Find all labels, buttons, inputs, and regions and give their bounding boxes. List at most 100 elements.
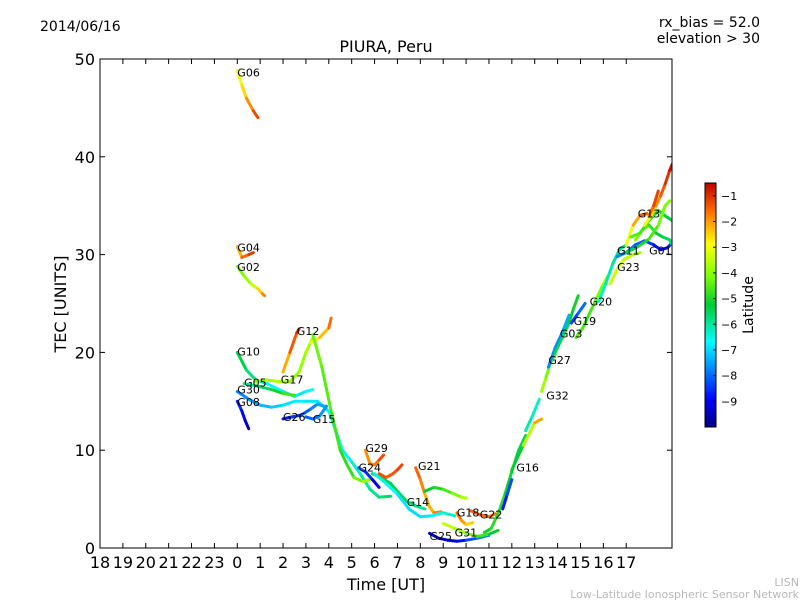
- tec-segment: [361, 478, 372, 483]
- tec-segment: [608, 267, 619, 286]
- tec-segment: [242, 382, 258, 388]
- satellite-label: G12: [297, 325, 320, 338]
- tec-segment: [647, 204, 656, 217]
- x-tick-label: 20: [136, 553, 156, 572]
- x-tick-label: 6: [369, 553, 379, 572]
- tec-segment: [663, 169, 672, 186]
- satellite-label: G23: [617, 261, 640, 274]
- x-tick-label: 11: [479, 553, 499, 572]
- tec-segment: [652, 189, 660, 208]
- y-axis-ticks: 0 10 20 30 40 50: [75, 50, 672, 558]
- tec-segment: [615, 258, 626, 271]
- series-layer: [235, 69, 672, 543]
- x-tick-label: 7: [392, 553, 402, 572]
- tec-segment: [254, 378, 269, 384]
- series-g26: [281, 402, 326, 421]
- x-tick-label: 3: [301, 553, 311, 572]
- tec-segment: [624, 223, 635, 247]
- tec-segment: [341, 448, 354, 464]
- tec-segment: [521, 421, 537, 447]
- tec-segment: [496, 492, 507, 516]
- series-g26b: [423, 485, 468, 500]
- tec-segment: [240, 83, 248, 100]
- tec-segment: [597, 282, 608, 303]
- rx-bias-label: rx_bias = 52.0: [659, 15, 760, 31]
- satellite-label: G31: [455, 526, 478, 539]
- tec-segment: [318, 326, 331, 340]
- tec-segment: [510, 443, 525, 472]
- y-axis-label: TEC [UNITS]: [51, 256, 70, 354]
- x-axis-label: Time [UT]: [346, 575, 425, 594]
- tec-segment: [659, 182, 667, 198]
- series-g03: [553, 294, 580, 354]
- tec-segment: [290, 413, 303, 419]
- colorbar-label: Latitude: [741, 276, 757, 334]
- satellite-label: G08: [237, 396, 260, 409]
- tec-segment: [649, 204, 658, 217]
- series-g07: [373, 472, 457, 519]
- tec-segment: [260, 292, 267, 298]
- satellite-label: G19: [574, 315, 597, 328]
- tec-segment: [643, 214, 653, 227]
- colorbar-tick-label: −1: [721, 190, 737, 203]
- tec-segment: [244, 368, 258, 382]
- x-tick-label: 14: [547, 553, 567, 572]
- tec-segment: [489, 512, 500, 530]
- tec-segment: [553, 331, 564, 349]
- satellite-label: G32: [546, 389, 569, 402]
- tec-segment: [243, 419, 251, 431]
- tec-segment: [656, 204, 667, 227]
- x-axis-ticks: 18 19 20 21 22 23 0 1 2 3 4 5 6 7 8 9 10 11 12 13 14 15 16 17: [90, 59, 636, 572]
- tec-segment: [622, 253, 635, 261]
- tec-segment: [270, 388, 285, 395]
- tec-segment: [567, 306, 576, 325]
- tec-segment: [405, 499, 418, 508]
- x-tick-label: 15: [570, 553, 590, 572]
- satellite-label: G13: [638, 207, 661, 220]
- tec-segment: [533, 417, 544, 425]
- colorbar-ticks: −9 −8 −7 −6 −5 −4 −3 −2 −1: [713, 190, 737, 408]
- colorbar-tick-label: −2: [721, 216, 737, 229]
- tec-segment: [638, 212, 649, 217]
- tec-segment: [464, 531, 479, 538]
- tec-segment: [487, 512, 498, 519]
- series-g16b: [501, 478, 514, 511]
- tec-segment: [464, 521, 475, 526]
- satellite-label: G14: [407, 496, 430, 509]
- series-g13b: [624, 212, 649, 247]
- series-g05: [242, 382, 296, 397]
- x-tick-label: 12: [502, 553, 522, 572]
- tec-segment: [588, 297, 598, 315]
- date-label: 2014/06/16: [40, 19, 121, 35]
- tec-segment: [636, 237, 651, 249]
- colorbar-tick-label: −8: [721, 370, 737, 383]
- tec-segment: [432, 510, 443, 515]
- tec-segment: [258, 403, 274, 409]
- x-tick-label: 5: [347, 553, 357, 572]
- tec-segment: [384, 482, 399, 496]
- tec-segment: [560, 321, 571, 340]
- satellite-label: G02: [237, 261, 260, 274]
- tec-segment: [295, 327, 301, 335]
- tec-segment: [304, 336, 315, 354]
- series-g19: [569, 302, 587, 325]
- tec-segment: [469, 509, 482, 517]
- tec-segment: [350, 460, 363, 477]
- tec-segment: [576, 302, 587, 315]
- tec-segment: [503, 470, 514, 496]
- x-tick-label: 17: [616, 553, 636, 572]
- tec-segment: [270, 403, 285, 409]
- series-g04: [235, 245, 255, 259]
- elevation-label: elevation > 30: [657, 31, 760, 47]
- series-g32b: [524, 397, 541, 433]
- tec-segment: [430, 511, 445, 518]
- tec-segment: [363, 448, 372, 466]
- tec-segment: [524, 414, 534, 433]
- tec-segment: [453, 526, 468, 535]
- tec-segment: [665, 215, 672, 222]
- x-tick-label: 2: [278, 553, 288, 572]
- x-tick-label: 21: [158, 553, 178, 572]
- tec-segment: [265, 378, 280, 384]
- tec-segment: [299, 407, 312, 417]
- colorbar-tick-label: −6: [721, 318, 737, 331]
